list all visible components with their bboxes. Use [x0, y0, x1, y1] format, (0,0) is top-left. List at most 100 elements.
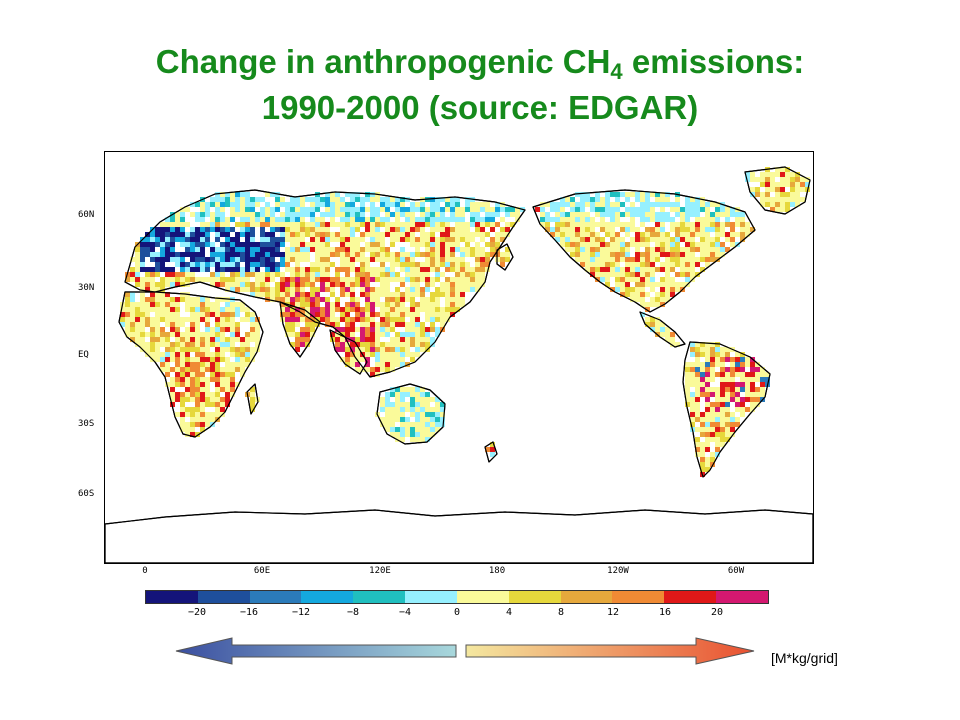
emission-cell: [415, 302, 420, 307]
emission-cell: [400, 222, 405, 227]
emission-cell: [245, 257, 250, 262]
emission-cell: [215, 272, 220, 277]
emission-cell: [415, 217, 420, 222]
emission-cell: [390, 352, 395, 357]
emission-cell: [200, 317, 205, 322]
emission-cell: [640, 202, 645, 207]
emission-cell: [215, 317, 220, 322]
emission-cell: [290, 247, 295, 252]
emission-cell: [695, 242, 700, 247]
emission-cell: [170, 347, 175, 352]
emission-cell: [265, 222, 270, 227]
emission-cell: [440, 207, 445, 212]
emission-cell: [655, 292, 660, 297]
emission-cell: [300, 237, 305, 242]
emission-cell: [695, 247, 700, 252]
emission-cell: [220, 367, 225, 372]
emission-cell: [185, 337, 190, 342]
emission-cell: [445, 277, 450, 282]
emission-cell: [245, 227, 250, 232]
emission-cell: [225, 367, 230, 372]
emission-cell: [275, 267, 280, 272]
emission-cell: [245, 352, 250, 357]
emission-cell: [725, 207, 730, 212]
emission-cell: [490, 212, 495, 217]
emission-cell: [720, 412, 725, 417]
emission-cell: [250, 207, 255, 212]
emission-cell: [245, 247, 250, 252]
emission-cell: [340, 252, 345, 257]
emission-cell: [270, 277, 275, 282]
emission-cell: [250, 242, 255, 247]
emission-cell: [195, 382, 200, 387]
emission-cell: [705, 242, 710, 247]
emission-cell: [315, 247, 320, 252]
emission-cell: [660, 277, 665, 282]
emission-cell: [270, 272, 275, 277]
emission-cell: [325, 227, 330, 232]
emission-cell: [705, 212, 710, 217]
emission-cell: [695, 397, 700, 402]
emission-cell: [420, 297, 425, 302]
emission-cell: [170, 332, 175, 337]
emission-cell: [390, 342, 395, 347]
emission-cell: [305, 297, 310, 302]
emission-cell: [480, 252, 485, 257]
emission-cell: [360, 247, 365, 252]
madagascar-landmass: [246, 383, 259, 415]
emission-cell: [435, 277, 440, 282]
emission-cell: [195, 332, 200, 337]
emission-cell: [170, 327, 175, 332]
emission-cell: [430, 292, 435, 297]
emission-cell: [180, 217, 185, 222]
emission-cell: [280, 302, 285, 307]
emission-cell: [675, 262, 680, 267]
emission-cell: [250, 272, 255, 277]
emission-cell: [700, 387, 705, 392]
emission-cell: [410, 387, 415, 392]
emission-cell: [360, 197, 365, 202]
emission-cell: [380, 262, 385, 267]
emission-cell: [660, 212, 665, 217]
emission-cell: [690, 342, 695, 347]
emission-cell: [185, 342, 190, 347]
emission-cell: [285, 237, 290, 242]
emission-cell: [710, 357, 715, 362]
emission-cell: [200, 417, 205, 422]
emission-cell: [720, 367, 725, 372]
emission-cell: [370, 332, 375, 337]
emission-cell: [270, 252, 275, 257]
emission-cell: [650, 302, 655, 307]
emission-cell: [385, 232, 390, 237]
emission-cell: [270, 262, 275, 267]
emission-cell: [170, 222, 175, 227]
emission-cell: [180, 422, 185, 427]
emission-cell: [780, 167, 785, 172]
emission-cell: [735, 417, 740, 422]
emission-cell: [455, 277, 460, 282]
emission-cell: [545, 222, 550, 227]
emission-cell: [325, 232, 330, 237]
emission-cell: [310, 292, 315, 297]
emission-cell: [350, 357, 355, 362]
emission-cell: [765, 372, 770, 377]
emission-cell: [150, 337, 155, 342]
emission-cell: [685, 362, 690, 367]
emission-cell: [720, 252, 725, 257]
emission-cell: [405, 307, 410, 312]
emission-cell: [415, 227, 420, 232]
emission-cell: [350, 242, 355, 247]
emission-cell: [475, 232, 480, 237]
emission-cell: [215, 212, 220, 217]
emission-cell: [680, 252, 685, 257]
emission-cell: [380, 317, 385, 322]
emission-cell: [690, 267, 695, 272]
emission-cell: [140, 277, 145, 282]
emission-cell: [370, 252, 375, 257]
emission-cell: [570, 237, 575, 242]
emission-cell: [415, 282, 420, 287]
emission-cell: [430, 267, 435, 272]
emission-cell: [730, 232, 735, 237]
emission-cell: [400, 402, 405, 407]
emission-cell: [485, 252, 490, 257]
